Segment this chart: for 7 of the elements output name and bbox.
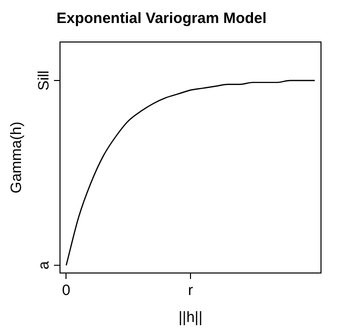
x-tick-label: 0 bbox=[62, 282, 70, 300]
x-axis-title: ||h|| bbox=[178, 309, 202, 326]
text: Sill bbox=[36, 70, 53, 91]
text: a bbox=[36, 260, 53, 270]
x-tick-label: r bbox=[188, 282, 193, 300]
y-axis-title: Gamma(h) bbox=[8, 122, 26, 194]
chart-title: Exponential Variogram Model bbox=[56, 10, 267, 28]
